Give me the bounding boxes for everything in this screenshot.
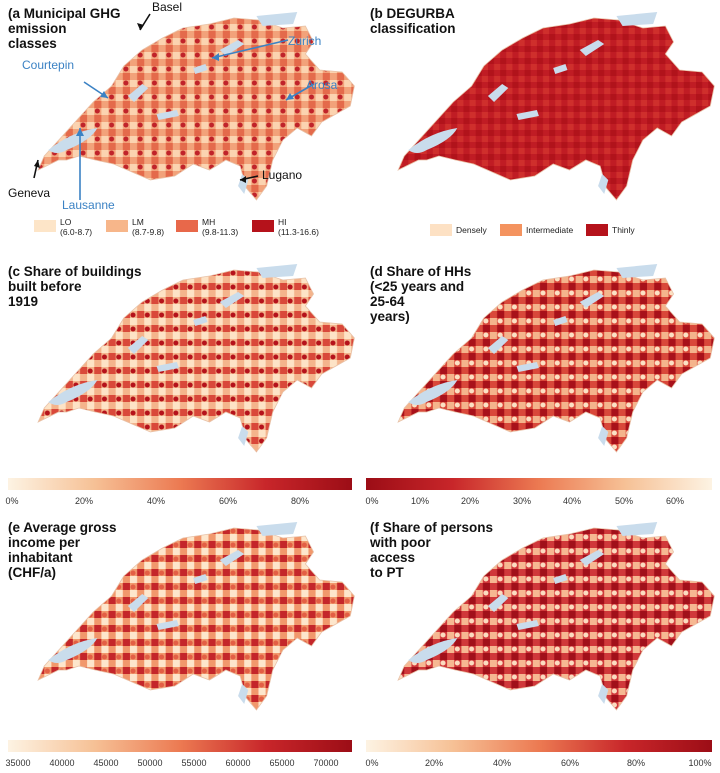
colorbar-e-tick: 65000 — [269, 758, 295, 768]
city-label-geneva: Geneva — [8, 186, 51, 200]
legend-b-label-densely: Densely — [456, 225, 487, 235]
legend-a-label-lo: LO (6.0-8.7) — [60, 217, 93, 237]
colorbar-d-tick: 50% — [614, 496, 634, 506]
colorbar-e-tick: 50000 — [137, 758, 163, 768]
panel-c-title: (c Share of buildings built before 1919 — [8, 264, 142, 309]
colorbar-c-tick: 40% — [146, 496, 166, 506]
colorbar-d-tick: 30% — [512, 496, 532, 506]
colorbar-e-tick: 70000 — [313, 758, 339, 768]
colorbar-d-tick: 40% — [562, 496, 582, 506]
colorbar-f-tick: 100% — [688, 758, 712, 768]
colorbar-d — [366, 478, 712, 490]
city-label-zurich: Zurich — [288, 34, 322, 48]
map-b — [397, 12, 715, 201]
legend-a-swatch-lo — [34, 220, 56, 232]
legend-b-swatch-densely — [430, 224, 452, 236]
colorbar-e-tick: 60000 — [225, 758, 251, 768]
panel-b-title: (b DEGURBA classification — [370, 6, 456, 36]
city-label-lausanne: Lausanne — [62, 198, 115, 212]
legend-a-swatch-mh — [176, 220, 198, 232]
legend-b-swatch-intermediate — [500, 224, 522, 236]
colorbar-f-tick: 80% — [626, 758, 646, 768]
colorbar-e — [8, 740, 352, 752]
colorbar-d-tick: 20% — [460, 496, 480, 506]
colorbar-e-tick: 55000 — [181, 758, 207, 768]
city-label-arosa: Arosa — [306, 78, 338, 92]
panel-d-title: (d Share of HHs (<25 years and 25-64 yea… — [370, 264, 472, 324]
colorbar-f-tick: 20% — [424, 758, 444, 768]
colorbar-d-tick: 0% — [365, 496, 379, 506]
legend-a-swatch-lm — [106, 220, 128, 232]
colorbar-c-tick: 0% — [5, 496, 19, 506]
colorbar-c-tick: 20% — [74, 496, 94, 506]
legend-b-swatch-thinly — [586, 224, 608, 236]
legend-a-label-hi: HI (11.3-16.6) — [278, 217, 319, 237]
colorbar-e-tick: 40000 — [49, 758, 75, 768]
panel-a-title: (a Municipal GHG emission classes — [8, 6, 121, 51]
legend-b-label-intermediate: Intermediate — [526, 225, 574, 235]
colorbar-d-tick: 10% — [410, 496, 430, 506]
city-arrows — [33, 13, 315, 200]
panel-e-title: (e Average gross income per inhabitant (… — [8, 520, 117, 580]
colorbar-e-tick: 45000 — [93, 758, 119, 768]
colorbar-f — [366, 740, 712, 752]
colorbar-c — [8, 478, 352, 490]
colorbar-f-tick: 40% — [492, 758, 512, 768]
colorbar-e-tick: 35000 — [5, 758, 31, 768]
legend-a-label-lm: LM (8.7-9.8) — [132, 217, 165, 237]
colorbar-c-tick: 60% — [218, 496, 238, 506]
city-label-basel: Basel — [152, 0, 183, 14]
legend-a-swatch-hi — [252, 220, 274, 232]
city-label-lugano: Lugano — [262, 168, 303, 182]
colorbar-f-tick: 60% — [560, 758, 580, 768]
colorbar-c-tick: 80% — [290, 496, 310, 506]
colorbar-d-tick: 60% — [665, 496, 685, 506]
city-label-courtepin: Courtepin — [22, 58, 75, 72]
legend-b-label-thinly: Thinly — [612, 225, 635, 235]
panel-f-title: (f Share of persons with poor access to … — [370, 520, 494, 580]
colorbar-f-tick: 0% — [365, 758, 379, 768]
legend-a-label-mh: MH (9.8-11.3) — [202, 217, 239, 237]
